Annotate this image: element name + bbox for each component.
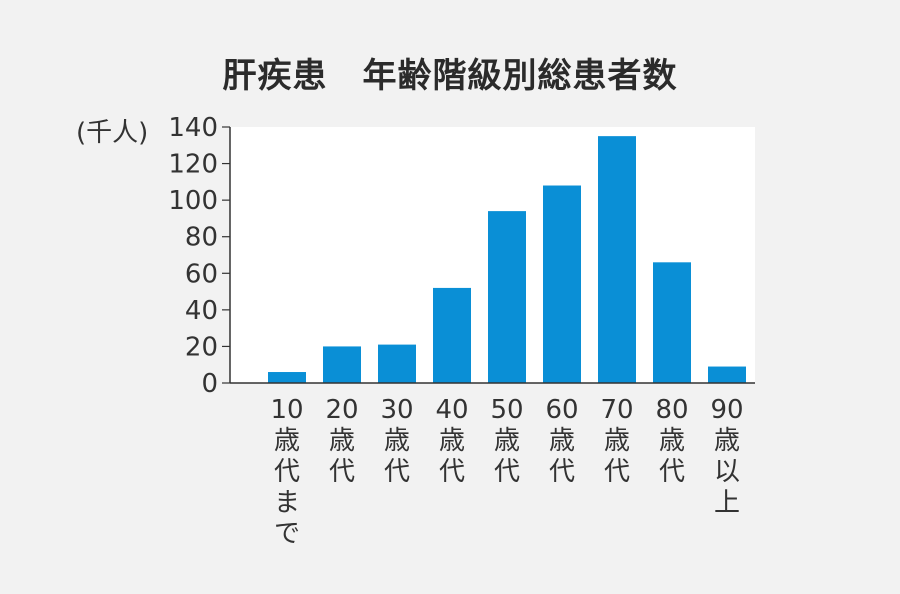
x-category-label: 60 歳代 xyxy=(545,395,578,487)
bar xyxy=(433,287,471,383)
y-axis-unit-label: (千人) xyxy=(76,118,149,148)
y-tick-label: 20 xyxy=(185,332,218,362)
bar xyxy=(488,211,526,383)
bar xyxy=(323,346,361,383)
bar xyxy=(543,185,581,383)
bar xyxy=(653,262,691,383)
y-tick-label: 100 xyxy=(168,186,218,216)
bar xyxy=(598,136,636,383)
y-tick-label: 40 xyxy=(185,296,218,326)
y-tick-label: 60 xyxy=(185,259,218,289)
x-category-label: 50 歳代 xyxy=(490,395,523,487)
y-tick-label: 140 xyxy=(168,113,218,143)
x-category-label: 80 歳代 xyxy=(655,395,688,487)
bar xyxy=(378,344,416,383)
chart-title: 肝疾患 年齢階級別総患者数 xyxy=(222,56,678,96)
x-category-label: 70 歳代 xyxy=(600,395,633,487)
x-category-label: 40 歳代 xyxy=(435,395,468,487)
y-tick-label: 0 xyxy=(201,369,218,399)
bar xyxy=(268,372,306,383)
x-category-label: 10 歳代まで xyxy=(270,395,303,549)
y-tick-label: 120 xyxy=(168,150,218,180)
x-category-label: 20 歳代 xyxy=(325,395,358,487)
x-category-label: 90 歳以上 xyxy=(710,395,743,518)
x-category-label: 30 歳代 xyxy=(380,395,413,487)
y-tick-label: 80 xyxy=(185,223,218,253)
bar xyxy=(708,366,746,383)
